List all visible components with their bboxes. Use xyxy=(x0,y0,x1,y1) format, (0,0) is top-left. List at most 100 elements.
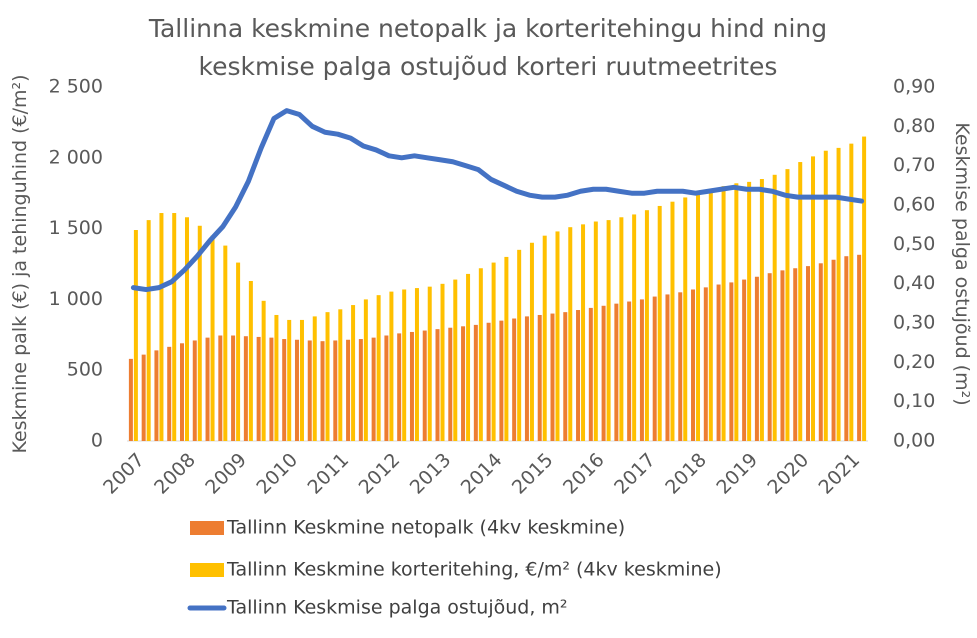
bar xyxy=(818,263,823,441)
bar xyxy=(133,230,138,441)
y-tick-label: 2 500 xyxy=(49,76,103,98)
y-tick-label: 2 000 xyxy=(49,146,103,168)
y2-tick-label: 0,80 xyxy=(893,115,935,137)
bar xyxy=(759,179,764,442)
bar xyxy=(346,339,351,441)
bar xyxy=(338,309,343,441)
bar xyxy=(857,254,862,441)
bar xyxy=(376,295,381,441)
line-series xyxy=(130,108,865,293)
bar xyxy=(473,324,478,441)
bar xyxy=(274,314,279,441)
y-tick-label: 1 500 xyxy=(49,217,103,239)
bar xyxy=(665,294,670,441)
x-tick-label: 2018 xyxy=(661,449,711,499)
bar xyxy=(780,270,785,441)
bar xyxy=(798,162,803,441)
bar xyxy=(703,287,708,441)
bar xyxy=(363,299,368,441)
bar xyxy=(325,312,330,441)
bar xyxy=(409,331,414,441)
bar xyxy=(402,289,407,441)
bar xyxy=(184,217,189,441)
bar xyxy=(307,340,312,441)
bar xyxy=(384,335,389,441)
y2-axis-title: Keskmise palga ostujõud (m²) xyxy=(951,122,973,405)
bar xyxy=(389,291,394,441)
bar xyxy=(466,273,471,441)
bar xyxy=(678,292,683,441)
bar xyxy=(146,220,151,441)
bar xyxy=(282,339,287,441)
bar xyxy=(716,284,721,441)
bar xyxy=(806,266,811,441)
x-tick-label: 2014 xyxy=(457,449,507,499)
bar xyxy=(478,268,483,441)
bar xyxy=(159,213,164,441)
x-tick-label: 2015 xyxy=(508,449,558,499)
bar xyxy=(440,283,445,441)
bar xyxy=(734,183,739,441)
bar xyxy=(563,312,568,441)
legend-label: Tallinn Keskmine korteritehing, €/m² (4k… xyxy=(226,559,722,581)
legend-label: Tallinn Keskmise palga ostujõud, m² xyxy=(226,597,568,619)
y2-tick-label: 0,00 xyxy=(893,430,935,452)
bar xyxy=(627,301,632,441)
bar xyxy=(371,337,376,441)
x-tick-label: 2013 xyxy=(406,449,456,499)
bar xyxy=(588,307,593,441)
x-tick-label: 2012 xyxy=(355,449,405,499)
bar xyxy=(248,280,253,441)
bar xyxy=(606,220,611,441)
bar xyxy=(128,358,133,441)
legend-label: Tallinn Keskmine netopalk (4kv keskmine) xyxy=(226,517,625,539)
bar xyxy=(550,313,555,441)
bar xyxy=(657,205,662,441)
bar xyxy=(696,193,701,441)
x-tick-label: 2021 xyxy=(815,449,865,499)
bar xyxy=(512,318,517,441)
bar xyxy=(619,217,624,441)
bar xyxy=(652,296,657,441)
bar xyxy=(287,319,292,441)
bar xyxy=(154,350,159,441)
y2-tick-label: 0,30 xyxy=(893,312,935,334)
bar xyxy=(453,279,458,441)
bar xyxy=(192,340,197,441)
x-tick-label: 2007 xyxy=(99,449,149,499)
y-tick-label: 500 xyxy=(67,359,103,381)
bar xyxy=(414,288,419,441)
bar xyxy=(542,235,547,441)
y-tick-label: 0 xyxy=(91,430,103,452)
bar xyxy=(524,316,529,441)
y2-tick-label: 0,50 xyxy=(893,233,935,255)
bar xyxy=(767,273,772,441)
bar xyxy=(231,335,236,441)
bar xyxy=(747,181,752,441)
bar xyxy=(294,339,299,441)
bar xyxy=(243,336,248,441)
bar xyxy=(397,333,402,441)
bar xyxy=(537,314,542,441)
y2-tick-label: 0,40 xyxy=(893,272,935,294)
bar xyxy=(320,341,325,441)
x-tick-label: 2008 xyxy=(150,449,200,499)
bar xyxy=(632,214,637,441)
bar xyxy=(785,169,790,442)
bar xyxy=(517,249,522,441)
bar xyxy=(261,300,266,441)
bar xyxy=(601,305,606,441)
x-tick-label: 2016 xyxy=(559,449,609,499)
bar xyxy=(427,286,432,441)
bar xyxy=(197,225,202,441)
bar xyxy=(811,156,816,441)
bar xyxy=(708,188,713,441)
x-tick-label: 2019 xyxy=(712,449,762,499)
bar xyxy=(721,186,726,441)
bar xyxy=(223,245,228,441)
y2-tick-label: 0,20 xyxy=(893,351,935,373)
bar xyxy=(555,231,560,441)
y-tick-label: 1 000 xyxy=(49,288,103,310)
bar xyxy=(256,336,261,441)
